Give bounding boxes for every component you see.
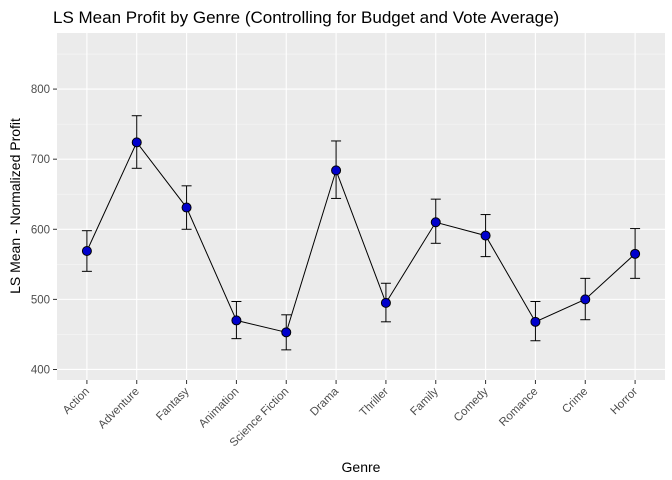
chart-title: LS Mean Profit by Genre (Controlling for… [53,8,559,27]
x-tick-label: Action [61,386,92,417]
y-axis-title: LS Mean - Normalized Profit [7,118,23,294]
data-point [380,297,391,308]
x-axis-title: Genre [342,459,381,475]
x-tick-label: Horror [609,386,641,418]
y-tick-label: 500 [31,294,50,306]
x-tick-label: Fantasy [154,385,192,423]
x-tick-label: Family [408,385,441,418]
x-tick-label: Comedy [452,385,491,424]
data-point [630,248,641,259]
data-point [331,165,342,176]
data-point [580,294,591,305]
y-tick-label: 700 [31,154,50,166]
data-point [281,327,292,338]
data-point [430,217,441,228]
x-tick-label: Animation [197,386,242,431]
y-axis: 400 500 600 700 800 [31,84,57,376]
y-tick-label: 800 [31,84,50,96]
y-tick-label: 600 [31,224,50,236]
data-point [231,315,242,326]
data-point [530,316,541,327]
plot-panel [57,33,665,380]
x-tick-label: Thriller [358,386,391,419]
data-point [181,202,192,213]
data-point [131,137,142,148]
y-tick-label: 400 [31,364,50,376]
data-point [81,246,92,257]
data-points [81,137,641,338]
x-tick-label: Adventure [96,386,142,432]
series-line [86,141,636,333]
x-tick-label: Romance [497,386,540,429]
x-tick-label: Crime [560,386,590,416]
data-point [480,230,491,241]
x-tick-label: Drama [308,385,341,418]
